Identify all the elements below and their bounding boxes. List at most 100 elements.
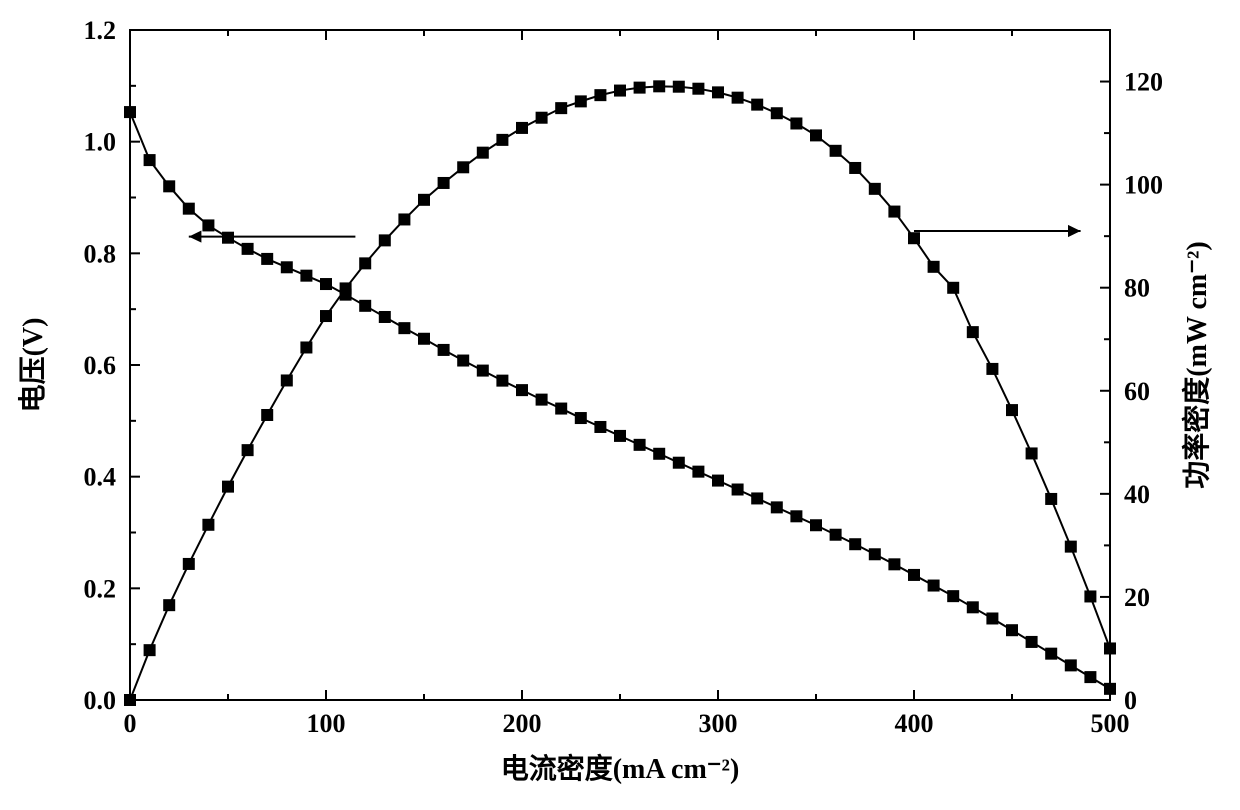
marker-voltage [163, 180, 175, 192]
marker-power [555, 102, 567, 114]
marker-voltage [653, 448, 665, 460]
y-left-tick-label: 0.0 [84, 686, 117, 715]
marker-power [496, 134, 508, 146]
marker-power [771, 107, 783, 119]
marker-voltage [732, 484, 744, 496]
marker-power [810, 129, 822, 141]
y-left-tick-label: 1.0 [84, 128, 117, 157]
y-right-tick-label: 60 [1124, 377, 1150, 406]
marker-voltage [320, 278, 332, 290]
y-left-tick-label: 0.4 [84, 463, 117, 492]
marker-voltage [261, 253, 273, 265]
marker-power [928, 261, 940, 273]
marker-power [732, 92, 744, 104]
marker-power [1006, 404, 1018, 416]
marker-power [320, 310, 332, 322]
marker-power [124, 694, 136, 706]
marker-voltage [634, 439, 646, 451]
marker-power [634, 82, 646, 94]
x-tick-label: 200 [503, 709, 542, 738]
marker-power [967, 326, 979, 338]
marker-voltage [516, 384, 528, 396]
y-right-axis-label: 功率密度(mW cm⁻²) [1180, 241, 1213, 488]
marker-voltage [202, 219, 214, 231]
marker-voltage [496, 375, 508, 387]
marker-voltage [673, 457, 685, 469]
marker-power [261, 409, 273, 421]
marker-voltage [555, 403, 567, 415]
marker-voltage [986, 612, 998, 624]
marker-voltage [692, 466, 704, 478]
y-left-tick-label: 0.2 [84, 574, 117, 603]
marker-voltage [1104, 683, 1116, 695]
marker-voltage [594, 421, 606, 433]
marker-voltage [1006, 624, 1018, 636]
marker-voltage [712, 475, 724, 487]
marker-voltage [810, 519, 822, 531]
marker-voltage [849, 538, 861, 550]
marker-power [908, 232, 920, 244]
marker-power [418, 194, 430, 206]
marker-voltage [1026, 636, 1038, 648]
y-right-tick-label: 120 [1124, 68, 1163, 97]
marker-voltage [1084, 671, 1096, 683]
marker-voltage [379, 311, 391, 323]
marker-voltage [359, 300, 371, 312]
marker-power [1045, 493, 1057, 505]
x-axis-label: 电流密度(mA cm⁻²) [501, 752, 740, 785]
marker-voltage [144, 154, 156, 166]
marker-power [183, 558, 195, 570]
marker-voltage [575, 412, 587, 424]
marker-voltage [614, 430, 626, 442]
y-left-tick-label: 0.6 [84, 351, 117, 380]
y-left-tick-label: 1.2 [84, 16, 117, 45]
marker-power [379, 234, 391, 246]
marker-voltage [477, 365, 489, 377]
marker-voltage [947, 590, 959, 602]
marker-power [692, 83, 704, 95]
x-tick-label: 0 [124, 709, 137, 738]
marker-voltage [928, 580, 940, 592]
marker-power [888, 206, 900, 218]
marker-power [849, 162, 861, 174]
marker-voltage [124, 106, 136, 118]
marker-power [438, 177, 450, 189]
chart-container: 0100200300400500电流密度(mA cm⁻²)0.00.20.40.… [0, 0, 1240, 810]
marker-power [281, 374, 293, 386]
marker-power [359, 257, 371, 269]
marker-voltage [908, 569, 920, 581]
marker-power [144, 644, 156, 656]
marker-voltage [1045, 648, 1057, 660]
marker-voltage [751, 492, 763, 504]
marker-voltage [418, 333, 430, 345]
marker-voltage [869, 548, 881, 560]
marker-power [594, 89, 606, 101]
marker-voltage [398, 322, 410, 334]
marker-power [242, 444, 254, 456]
marker-voltage [771, 501, 783, 513]
marker-voltage [1065, 659, 1077, 671]
marker-power [163, 599, 175, 611]
marker-voltage [888, 558, 900, 570]
marker-power [947, 282, 959, 294]
marker-voltage [183, 203, 195, 215]
x-tick-label: 300 [699, 709, 738, 738]
marker-power [1026, 447, 1038, 459]
y-right-tick-label: 20 [1124, 583, 1150, 612]
marker-power [398, 213, 410, 225]
marker-power [751, 99, 763, 111]
marker-power [869, 183, 881, 195]
marker-power [1065, 541, 1077, 553]
marker-power [457, 161, 469, 173]
marker-voltage [457, 355, 469, 367]
y-right-tick-label: 40 [1124, 480, 1150, 509]
y-left-tick-label: 0.8 [84, 239, 117, 268]
marker-power [202, 519, 214, 531]
marker-voltage [281, 261, 293, 273]
marker-voltage [790, 510, 802, 522]
marker-voltage [967, 601, 979, 613]
y-right-tick-label: 80 [1124, 274, 1150, 303]
x-tick-label: 100 [307, 709, 346, 738]
marker-power [673, 81, 685, 93]
y-right-tick-label: 100 [1124, 171, 1163, 200]
